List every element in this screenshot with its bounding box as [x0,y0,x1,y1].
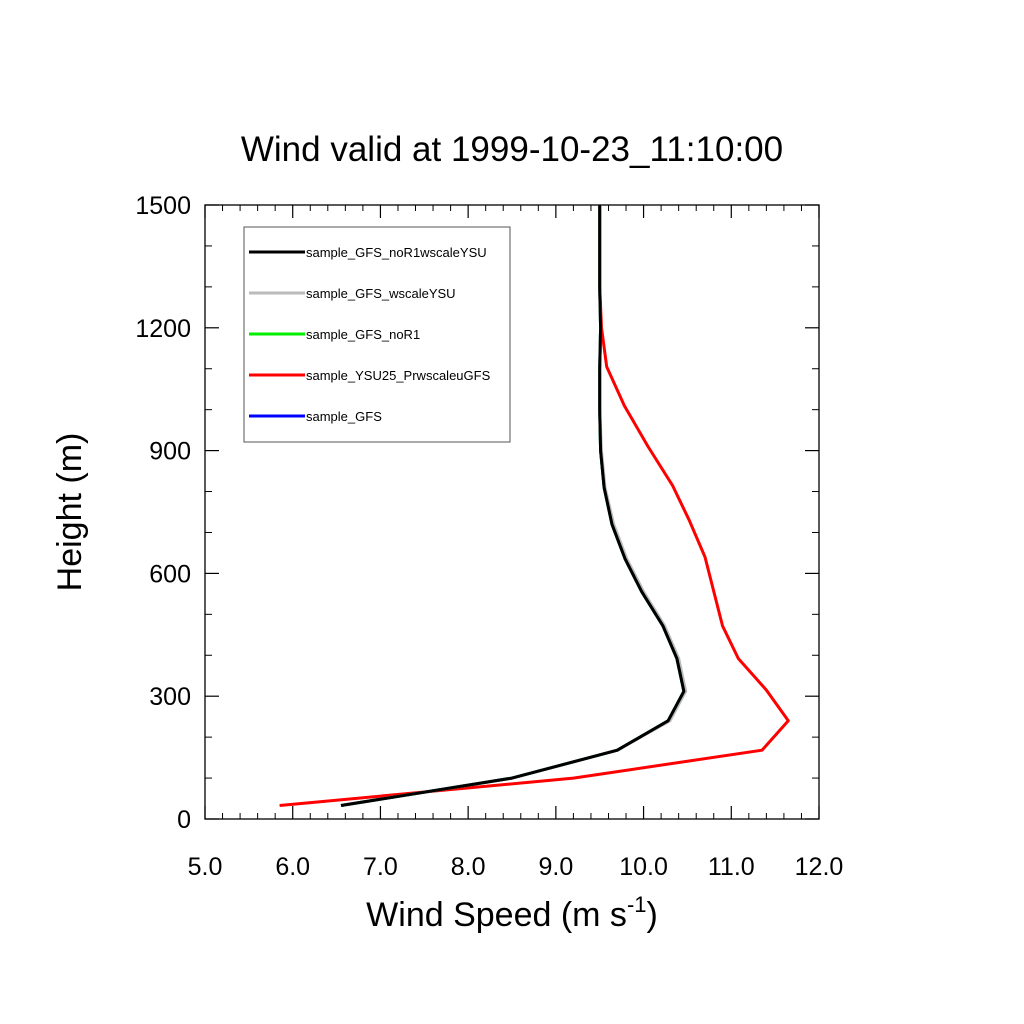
legend-label-sample-gfs: sample_GFS [306,409,382,424]
y-tick-label: 600 [149,560,191,588]
x-tick-label: 11.0 [708,853,755,881]
legend-label-sample-ysu25-prwscaleugfs: sample_YSU25_PrwscaleuGFS [306,368,491,383]
x-axis-title-suffix: ) [647,896,658,934]
chart-title: Wind valid at 1999-10-23_11:10:00 [241,130,783,169]
legend-label-sample-gfs-nor1wscaleysu: sample_GFS_noR1wscaleYSU [306,245,487,260]
x-tick-label: 5.0 [188,853,223,881]
x-tick-label: 9.0 [538,853,573,881]
legend-label-sample-gfs-wscaleysu: sample_GFS_wscaleYSU [306,286,456,301]
x-axis-title: Wind Speed (m s-1) [366,892,658,934]
x-tick-label: 7.0 [363,853,398,881]
x-tick-label: 6.0 [275,853,310,881]
plot-area: 5.0 6.0 7.0 8.0 9.0 10.0 11.0 12.0 0 300 600 900 120… [135,192,843,881]
x-tick-label: 12.0 [795,853,844,881]
legend: sample_GFS_noR1wscaleYSU sample_GFS_wscal… [243,226,511,443]
y-tick-label: 300 [149,683,191,711]
x-tick-label: 8.0 [451,853,486,881]
y-tick-label: 1200 [135,315,191,343]
x-axis-title-main: Wind Speed (m s [366,896,627,934]
y-tick-label: 0 [177,806,191,834]
series-line-sample-gfs-nor1wscaleysu [340,205,686,807]
legend-label-sample-gfs-nor1: sample_GFS_noR1 [306,327,420,342]
x-axis-title-superscript: -1 [627,892,647,917]
y-tick-label: 900 [149,438,191,466]
x-tick-label: 10.0 [619,853,668,881]
plot-frame [204,204,820,820]
y-axis-title: Height (m) [51,433,89,592]
y-tick-label: 1500 [135,192,191,220]
